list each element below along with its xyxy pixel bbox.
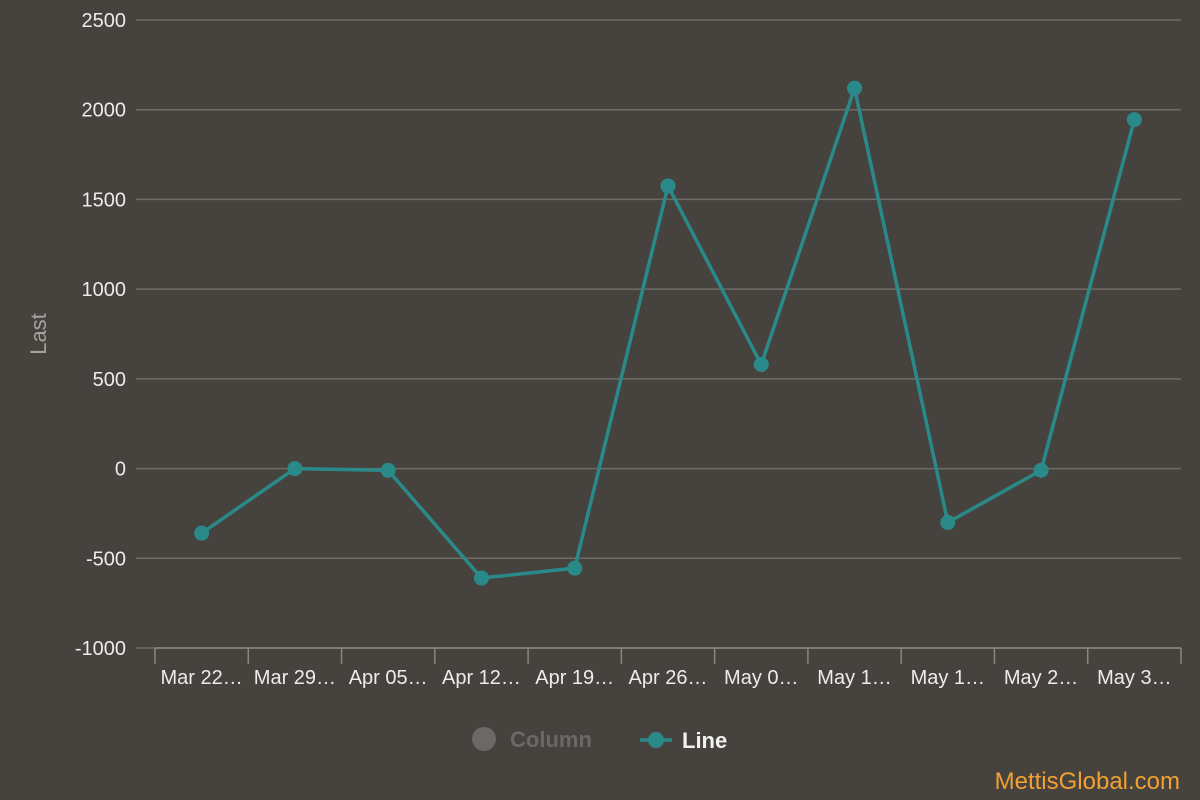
x-tick-label: Apr 05… bbox=[349, 667, 428, 689]
data-point[interactable] bbox=[940, 514, 956, 530]
y-tick-label: -1000 bbox=[75, 638, 126, 660]
series-points bbox=[194, 80, 1142, 586]
x-tick-label: May 0… bbox=[724, 667, 798, 689]
x-tick-label: Apr 19… bbox=[535, 667, 614, 689]
data-point[interactable] bbox=[567, 560, 583, 576]
x-axis bbox=[154, 647, 1182, 664]
y-tick-label: 1500 bbox=[82, 189, 127, 211]
data-point[interactable] bbox=[380, 462, 396, 478]
series-line bbox=[200, 86, 1137, 580]
data-point[interactable] bbox=[753, 357, 769, 373]
credit-link[interactable]: MettisGlobal.com bbox=[995, 768, 1180, 795]
data-point[interactable] bbox=[660, 178, 676, 194]
legend-line-symbol-dot bbox=[648, 732, 664, 748]
legend-line-label: Line bbox=[682, 728, 727, 753]
legend-column-symbol bbox=[472, 727, 496, 751]
data-point[interactable] bbox=[1126, 112, 1142, 128]
x-tick-label: Apr 26… bbox=[629, 667, 708, 689]
data-point[interactable] bbox=[847, 80, 863, 96]
data-point[interactable] bbox=[473, 570, 489, 586]
data-point[interactable] bbox=[287, 461, 303, 477]
data-point[interactable] bbox=[194, 525, 210, 541]
series-lines bbox=[200, 86, 1137, 580]
x-tick-label: May 1… bbox=[911, 667, 985, 689]
y-tick-label: 500 bbox=[93, 369, 126, 391]
x-tick-label: Mar 22… bbox=[161, 667, 243, 689]
data-point[interactable] bbox=[1033, 462, 1049, 478]
y-tick-label: 2500 bbox=[82, 10, 127, 32]
y-tick-label: 2000 bbox=[82, 100, 127, 122]
y-axis-ticks: -1000 -500 0 500 1000 1500 2000 2500 bbox=[75, 10, 126, 660]
x-tick-label: May 1… bbox=[817, 667, 891, 689]
y-tick-label: -500 bbox=[86, 548, 126, 570]
legend-column-label: Column bbox=[510, 727, 592, 752]
gridlines bbox=[136, 19, 1181, 649]
legend-item-line[interactable]: Line bbox=[640, 728, 727, 753]
y-tick-label: 1000 bbox=[82, 279, 127, 301]
x-axis-ticks: Mar 22… Mar 29… Apr 05… Apr 12… Apr 19… Apr 2… bbox=[161, 667, 1172, 689]
x-tick-label: Mar 29… bbox=[254, 667, 336, 689]
y-axis-title: Last bbox=[26, 313, 51, 355]
x-tick-label: May 3… bbox=[1097, 667, 1171, 689]
legend-item-column[interactable]: Column bbox=[472, 727, 592, 752]
y-tick-label: 0 bbox=[115, 459, 126, 481]
x-tick-label: May 2… bbox=[1004, 667, 1078, 689]
x-tick-label: Apr 12… bbox=[442, 667, 521, 689]
